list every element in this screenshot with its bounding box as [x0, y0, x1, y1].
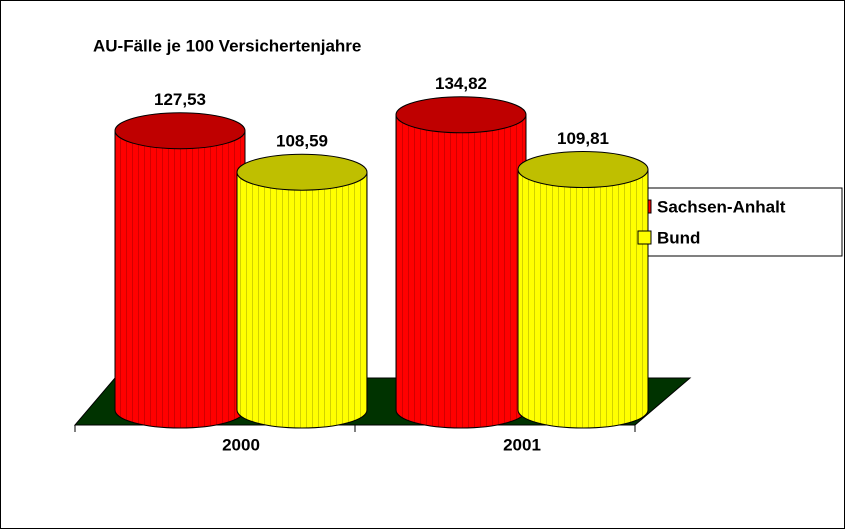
cylinder-texture	[237, 172, 367, 428]
data-label: 127,53	[154, 90, 206, 109]
legend-label: Sachsen-Anhalt	[657, 197, 786, 216]
cylinder	[114, 112, 246, 429]
cylinder-top	[236, 153, 368, 191]
legend	[631, 187, 843, 257]
legend-label: Bund	[657, 228, 700, 247]
cylinder-texture	[518, 169, 648, 428]
data-label: 134,82	[435, 74, 487, 93]
cylinder-top	[517, 151, 649, 189]
chart-title: AU-Fälle je 100 Versichertenjahre	[93, 36, 361, 55]
cylinder-top	[395, 96, 527, 134]
legend-swatch	[637, 230, 652, 245]
cylinder	[395, 96, 527, 429]
cylinder-top	[114, 112, 246, 150]
x-tick-label: 2000	[222, 435, 260, 454]
cylinder	[236, 153, 368, 429]
data-label: 108,59	[276, 132, 328, 151]
x-tick-label: 2001	[503, 435, 541, 454]
cylinder	[517, 151, 649, 429]
cylinder-texture	[396, 114, 526, 428]
cylinder-texture	[115, 130, 245, 429]
data-label: 109,81	[557, 129, 609, 148]
